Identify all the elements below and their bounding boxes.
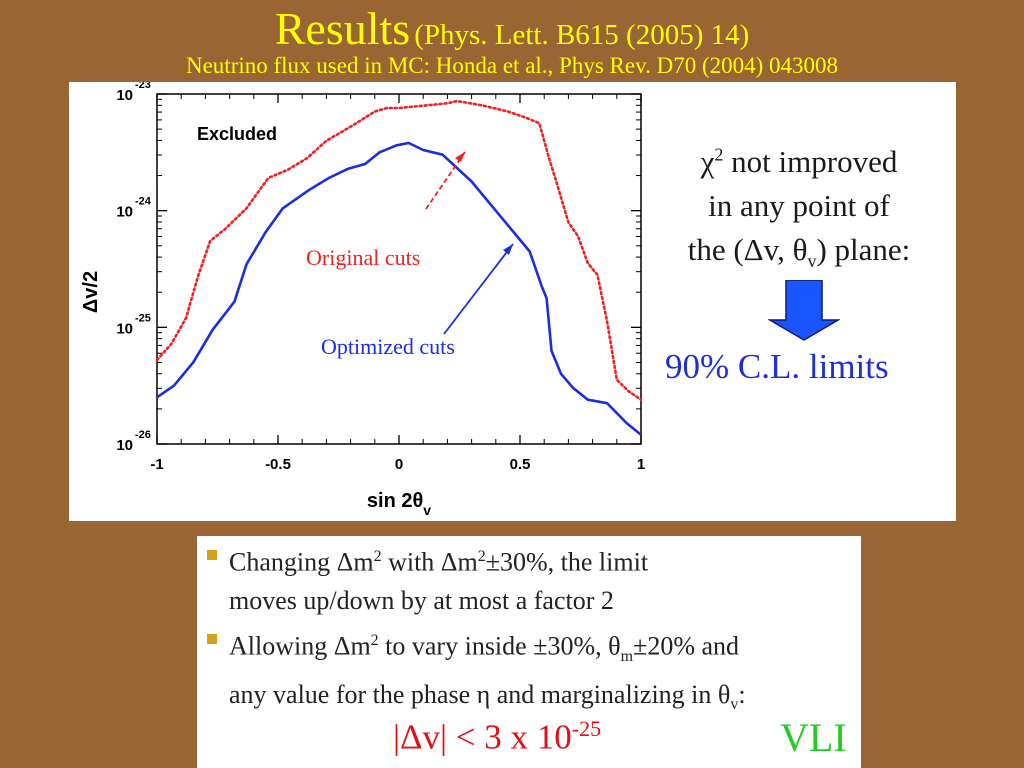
annotation-optimized-cuts: Optimized cuts [321, 334, 455, 359]
excluded-label: Excluded [197, 124, 277, 144]
plot-panel: -1 -0.5 0 0.5 1 10 -26 10 -25 10 -24 10 -23 Excluded… [69, 82, 956, 521]
x-tick-label: -1 [150, 456, 163, 473]
bullet-square-icon [207, 634, 217, 644]
y-tick-exponent: -23 [135, 82, 151, 91]
y-tick-exponent: -26 [135, 429, 151, 441]
series-optimized-cuts [156, 141, 642, 436]
formula-main: |Δv| < 3 x 10 [393, 717, 572, 757]
page-title: Results [274, 3, 411, 54]
y-tick-label: 10 [116, 87, 133, 104]
bullet-square-icon [207, 550, 217, 560]
bullet-1-line-1: Changing Δm2 with Δm2±30%, the limit [229, 547, 649, 577]
y-tick-label: 10 [116, 437, 133, 454]
annotation-arrowhead-optimized [503, 244, 513, 255]
bullet-2-line-1: Allowing Δm2 to vary inside ±30%, θm±20%… [229, 631, 740, 665]
y-axis-label: Δv/2 [80, 271, 102, 313]
y-tick-exponent: -24 [135, 196, 152, 208]
vli-label: VLI [780, 715, 847, 760]
note-line-3: the (Δv, θv) plane: [687, 232, 911, 272]
limit-formula: |Δv| < 3 x 10-25 [393, 716, 601, 758]
down-arrow-icon [768, 280, 840, 341]
limits-note: 90% C.L. limits [665, 347, 889, 386]
x-tick-label: -0.5 [265, 456, 291, 473]
formula-exponent: -25 [571, 716, 602, 741]
note-line-2: in any point of [708, 188, 890, 223]
y-tick-exponent: -25 [135, 312, 151, 324]
note-line-1: χ2 not improved [700, 144, 898, 179]
annotation-arrowhead-original [455, 152, 465, 162]
bullet-2-line-2: any value for the phase η and marginaliz… [229, 679, 746, 714]
y-tick-label: 10 [116, 320, 133, 337]
annotation-original-cuts: Original cuts [306, 245, 420, 270]
title-line: Results (Phys. Lett. B615 (2005) 14) [0, 2, 1024, 55]
x-axis-label: sin 2θv [367, 490, 431, 518]
x-tick-label: 0.5 [510, 456, 531, 473]
annotation-arrow-optimized [443, 243, 514, 335]
page-subtitle: Neutrino flux used in MC: Honda et al., … [185, 53, 839, 78]
bullet-1-line-2: moves up/down by at most a factor 2 [229, 585, 614, 615]
bullets-panel: Changing Δm2 with Δm2±30%, the limit mov… [197, 536, 861, 768]
title-reference: (Phys. Lett. B615 (2005) 14) [414, 19, 750, 51]
annotation-arrow-original [425, 151, 466, 210]
x-tick-label: 0 [395, 456, 403, 473]
series-original-cuts [155, 99, 643, 402]
y-tick-label: 10 [116, 204, 133, 221]
x-tick-label: 1 [637, 456, 645, 473]
